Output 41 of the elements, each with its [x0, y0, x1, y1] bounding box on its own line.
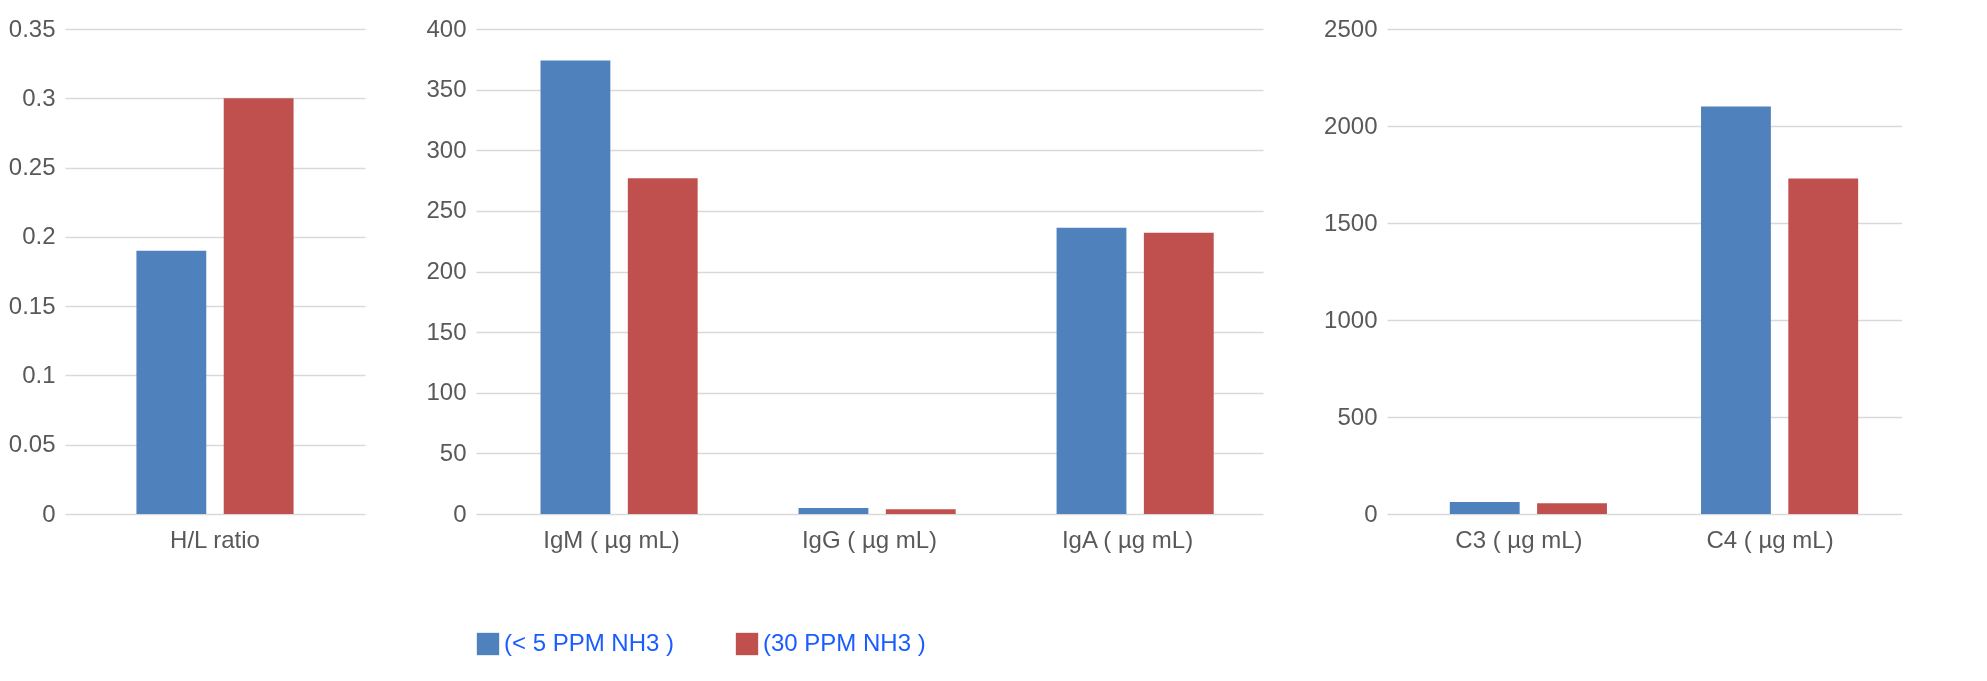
bar	[1537, 503, 1607, 514]
y-tick-label: 100	[426, 378, 467, 406]
legend-label: (< 5 PPM NH3 )	[504, 629, 675, 656]
y-tick-label: 1500	[1324, 208, 1378, 236]
bar	[798, 507, 869, 514]
y-tick-label: 0.35	[8, 14, 56, 42]
y-tick-label: 300	[426, 135, 467, 163]
y-tick-label: 400	[426, 14, 467, 42]
y-tick-label: 0	[453, 499, 467, 527]
y-tick-label: 2000	[1324, 111, 1378, 139]
bar	[1788, 178, 1859, 514]
bar	[1449, 501, 1520, 514]
y-tick-label: 0.3	[22, 83, 56, 111]
y-tick-label: 2500	[1324, 14, 1378, 42]
y-tick-label: 0.05	[8, 430, 56, 458]
y-tick-label: 0.25	[8, 153, 56, 181]
bar	[1056, 227, 1127, 514]
y-tick-label: 0	[42, 499, 56, 527]
x-tick-label: IgM ( µg mL)	[543, 525, 680, 553]
y-tick-label: 1000	[1324, 305, 1378, 333]
y-tick-label: 0.2	[22, 222, 56, 250]
x-tick-label: H/L ratio	[170, 525, 260, 553]
y-tick-label: 0	[1364, 499, 1378, 527]
x-tick-label: IgG ( µg mL)	[801, 525, 938, 553]
x-tick-label: C3 ( µg mL)	[1455, 525, 1583, 553]
y-tick-label: 0.15	[8, 291, 56, 319]
bar	[540, 60, 611, 514]
bar	[627, 178, 698, 514]
y-tick-label: 500	[1337, 402, 1378, 430]
x-tick-label: IgA ( µg mL)	[1061, 525, 1194, 553]
legend-label: (30 PPM NH3 )	[763, 629, 926, 656]
bar	[1143, 232, 1214, 514]
bar	[885, 509, 956, 514]
y-tick-label: 250	[426, 196, 467, 224]
y-tick-label: 150	[426, 317, 467, 345]
y-tick-label: 0.1	[22, 360, 56, 388]
x-tick-label: C4 ( µg mL)	[1706, 525, 1834, 553]
y-tick-label: 200	[426, 257, 467, 284]
y-tick-label: 350	[426, 75, 467, 103]
y-tick-label: 50	[439, 438, 467, 466]
bar	[1701, 106, 1771, 514]
